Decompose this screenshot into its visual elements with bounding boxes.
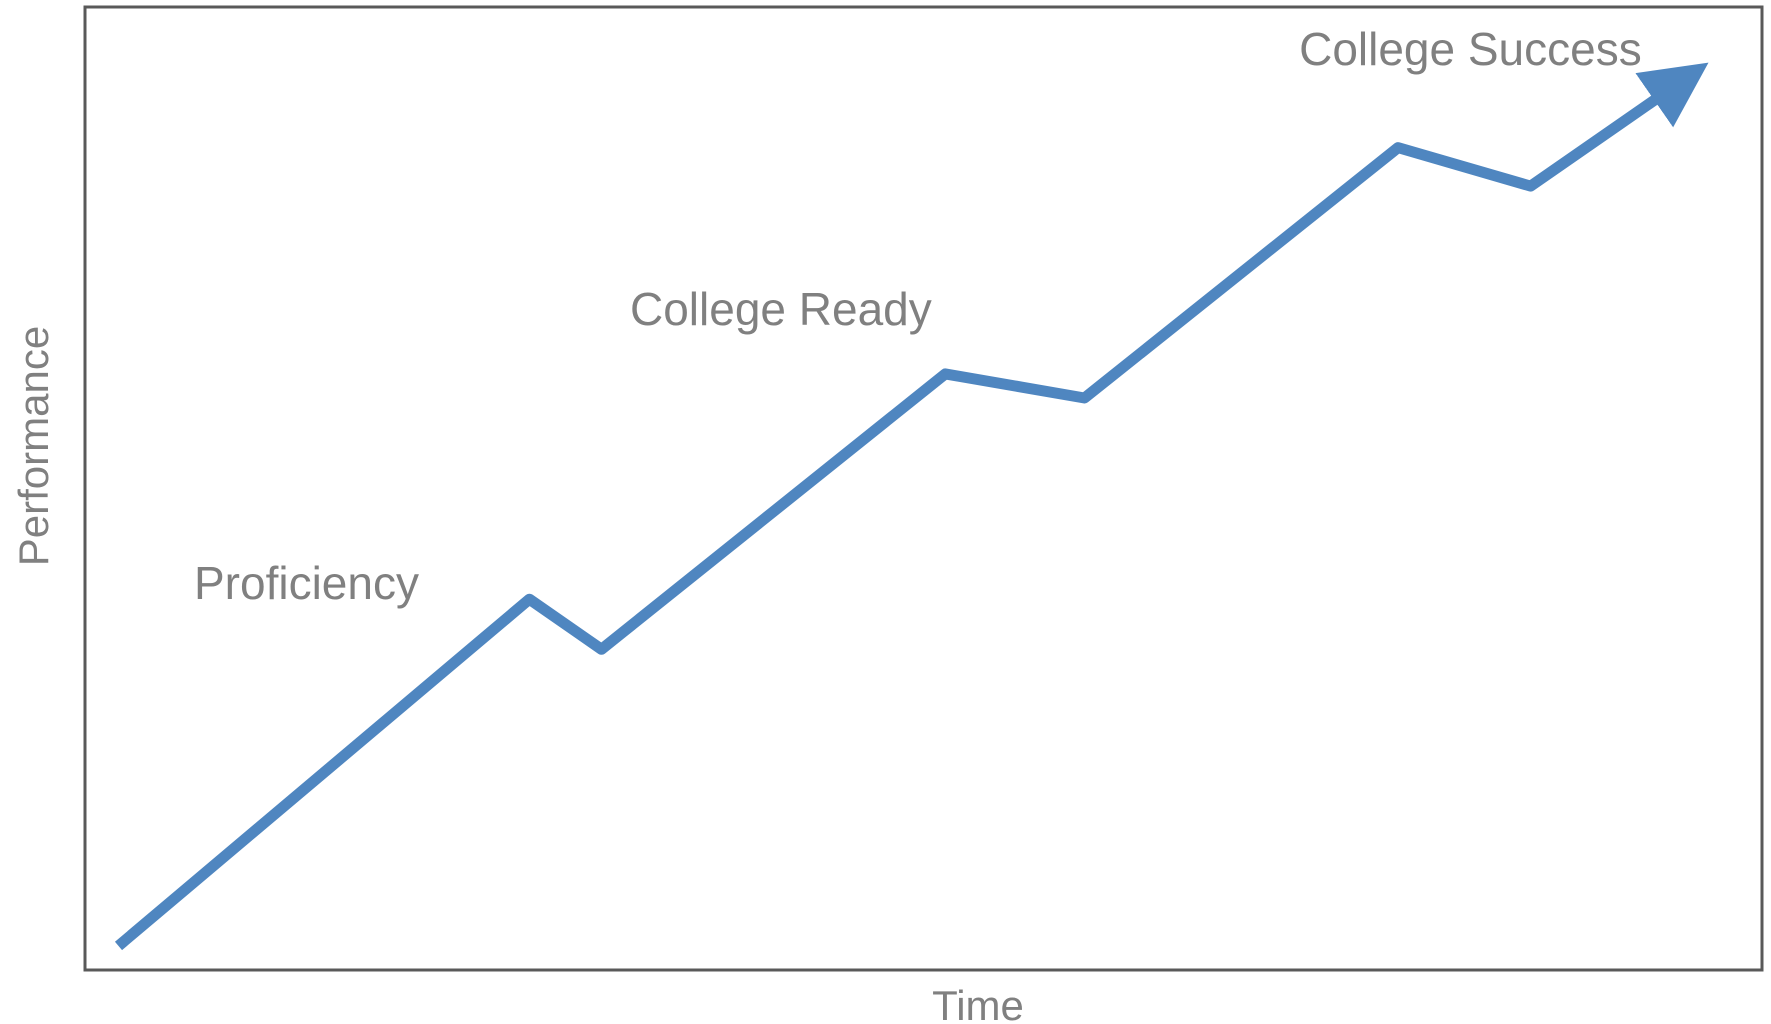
- annotation-label-3: College Success: [1299, 23, 1642, 75]
- plot-frame: [83, 5, 1764, 972]
- series-line-1: [114, 62, 1709, 951]
- annotation-label-2: College Ready: [630, 283, 932, 335]
- annotation-label-1: Proficiency: [194, 557, 419, 609]
- y-axis-label: Performance: [10, 326, 57, 566]
- annotation-layer: Proficiency College Ready College Success: [194, 23, 1642, 609]
- x-axis-label: Time: [932, 982, 1024, 1024]
- series-layer: [114, 62, 1709, 951]
